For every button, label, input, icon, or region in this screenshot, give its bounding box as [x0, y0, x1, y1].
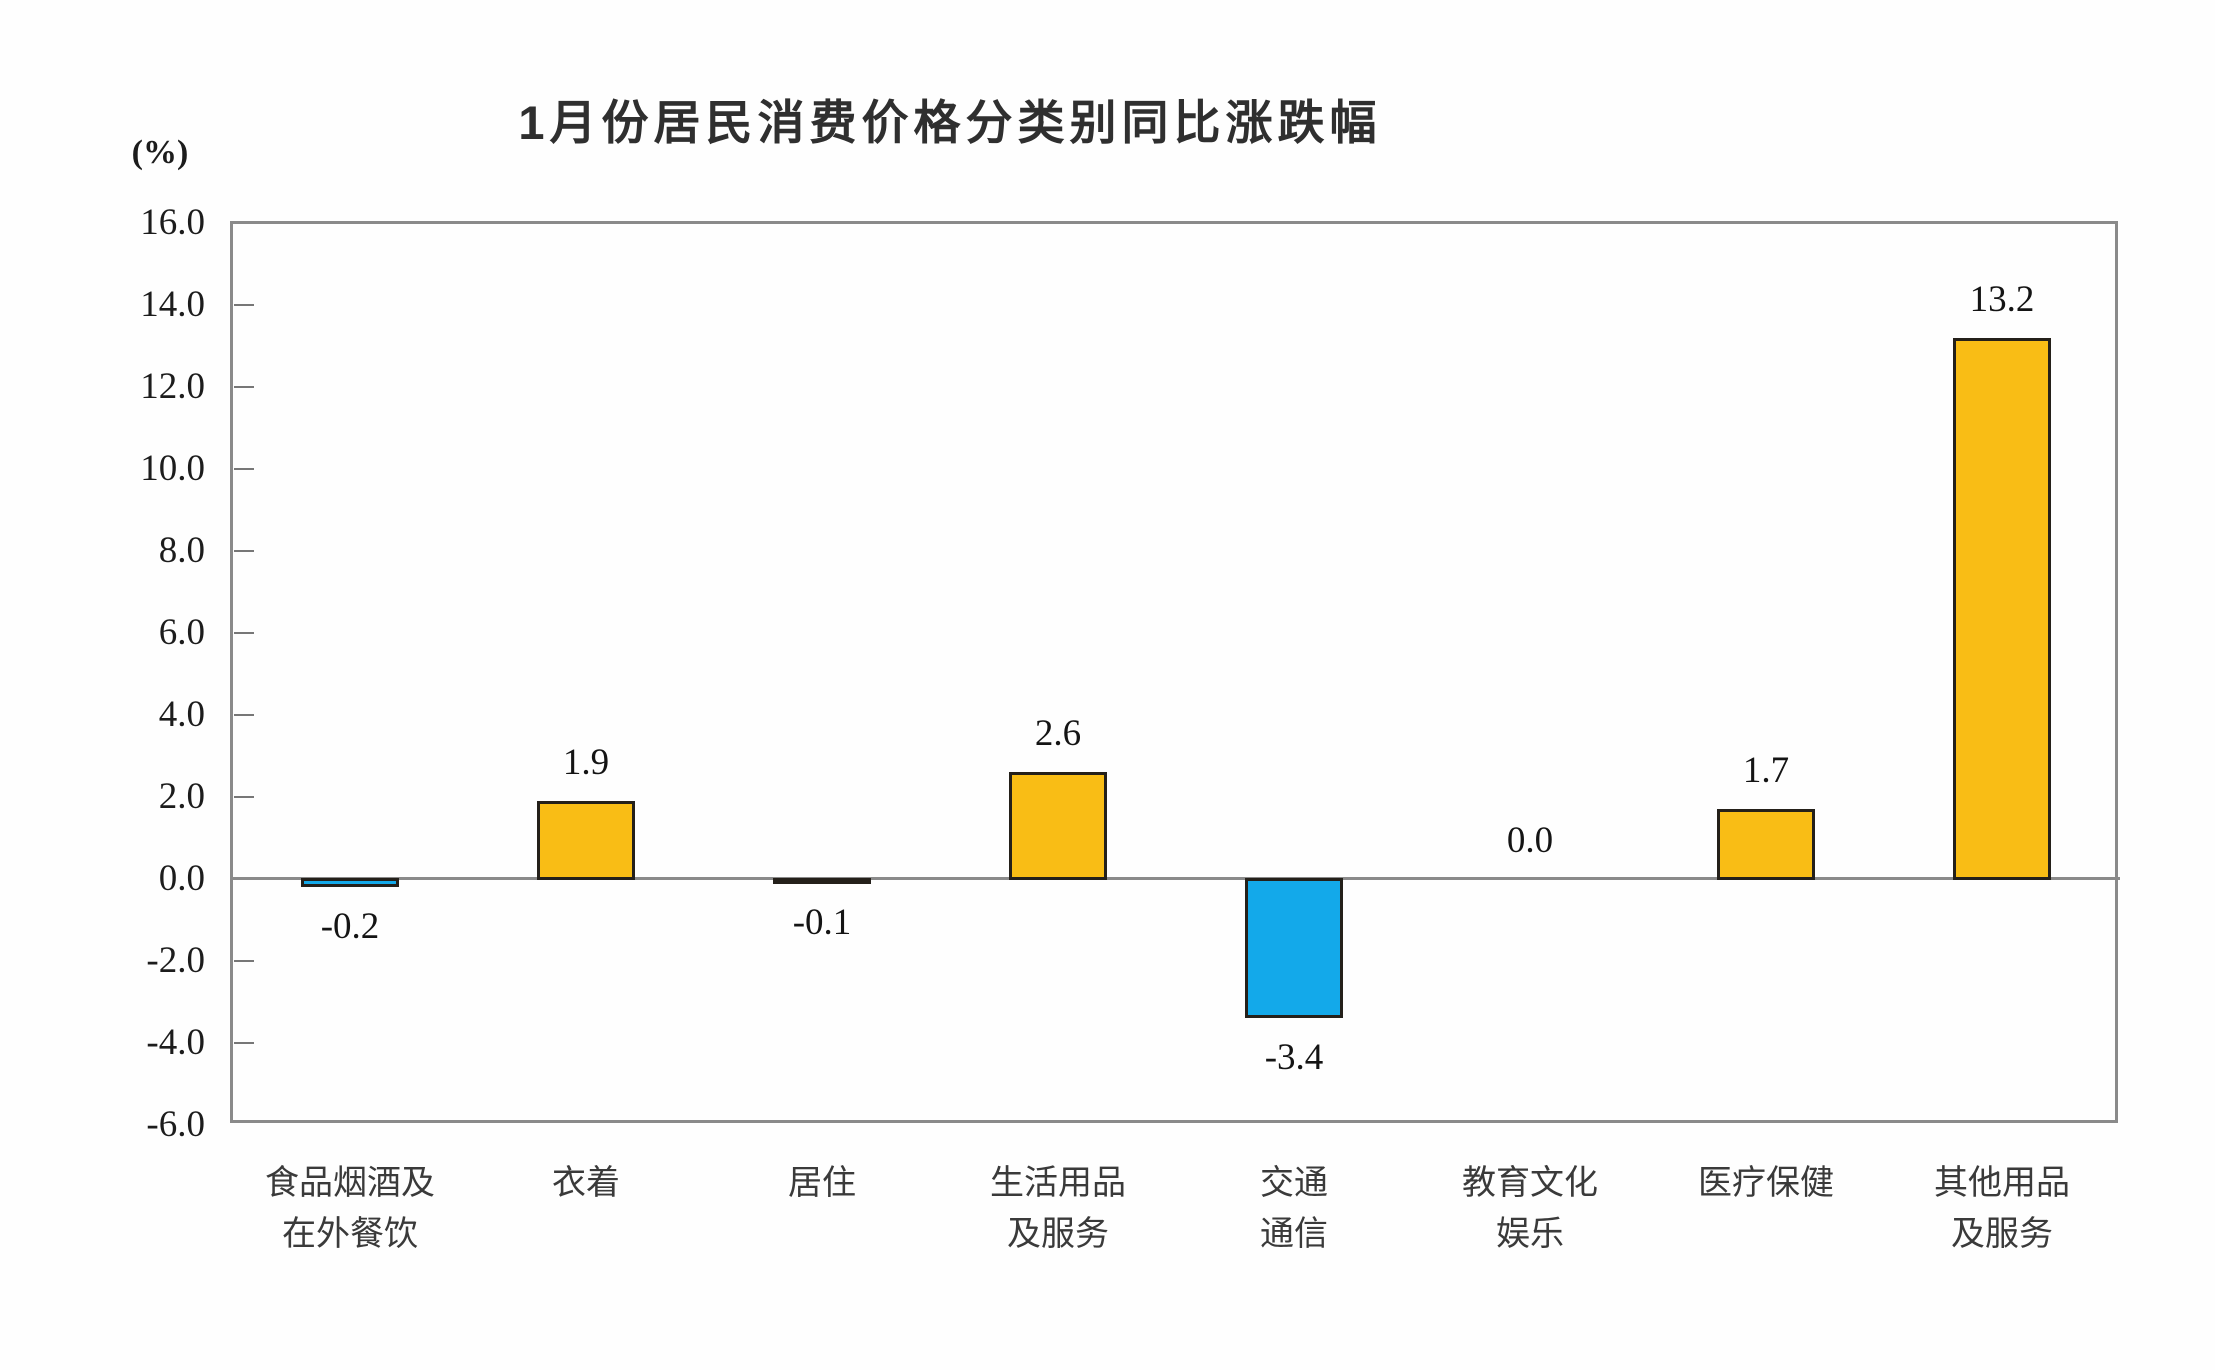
bar	[537, 801, 635, 880]
x-category-label: 交通 通信	[1260, 1165, 1328, 1253]
y-tick-label: 16.0	[140, 202, 205, 243]
y-tick-label: 14.0	[140, 284, 205, 325]
y-tick-mark	[234, 386, 254, 388]
y-tick-label: 8.0	[158, 530, 205, 571]
y-tick-label: -2.0	[146, 940, 205, 981]
y-tick-label: 0.0	[158, 858, 205, 899]
y-tick-label: -6.0	[146, 1104, 205, 1145]
y-tick-label: 10.0	[140, 448, 205, 489]
x-category-label: 居住	[788, 1165, 856, 1202]
bar-value-label: -0.1	[792, 902, 852, 944]
bar	[301, 878, 399, 888]
y-tick-label: 4.0	[158, 694, 205, 735]
bar	[1245, 878, 1343, 1019]
x-category-label: 其他用品 及服务	[1934, 1165, 2070, 1253]
bar	[1717, 809, 1815, 880]
bar	[1953, 337, 2051, 880]
bar	[1009, 772, 1107, 880]
bar-value-label: 0.0	[1506, 820, 1554, 861]
y-tick-label: -4.0	[146, 1022, 205, 1063]
plot-area	[230, 221, 2118, 1123]
x-category-label: 衣着	[552, 1165, 620, 1202]
y-tick-label: 6.0	[158, 612, 205, 653]
y-tick-mark	[234, 1042, 254, 1044]
bar-value-label: -3.4	[1264, 1037, 1324, 1079]
y-tick-label: 12.0	[140, 366, 205, 407]
y-tick-mark	[234, 304, 254, 306]
bar-value-label: 1.7	[1742, 750, 1790, 792]
y-tick-label: 2.0	[158, 776, 205, 817]
x-category-label: 教育文化 娱乐	[1462, 1165, 1598, 1253]
x-category-label: 食品烟酒及 在外餐饮	[265, 1165, 435, 1253]
bar	[773, 878, 871, 884]
x-category-label: 医疗保健	[1698, 1165, 1834, 1202]
zero-axis-line	[232, 877, 2120, 880]
x-category-label: 生活用品 及服务	[990, 1165, 1126, 1253]
bar-value-label: -0.2	[320, 906, 380, 948]
y-tick-mark	[234, 550, 254, 552]
chart-title: 1月份居民消费价格分类别同比涨跌幅	[518, 96, 1382, 149]
y-tick-mark	[234, 714, 254, 716]
bar-value-label: 13.2	[1969, 278, 2035, 320]
y-tick-mark	[234, 632, 254, 634]
y-tick-mark	[234, 796, 254, 798]
bar-value-label: 2.6	[1034, 713, 1082, 755]
y-tick-mark	[234, 468, 254, 470]
bar-value-label: 1.9	[562, 742, 610, 784]
y-tick-mark	[234, 960, 254, 962]
y-axis-unit-label: (%)	[131, 134, 189, 171]
